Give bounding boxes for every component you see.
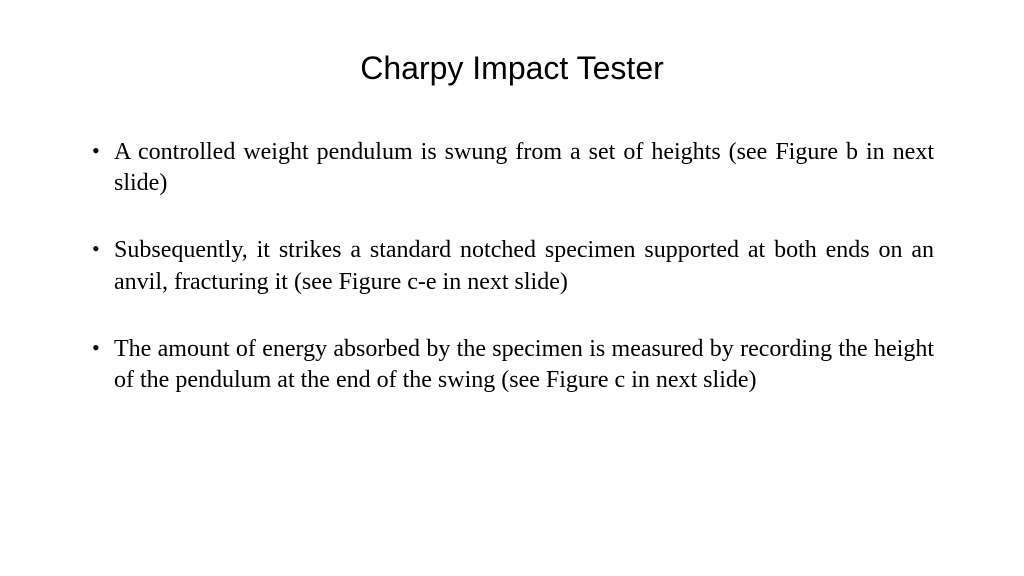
slide-container: Charpy Impact Tester A controlled weight…: [0, 0, 1024, 576]
bullet-list: A controlled weight pendulum is swung fr…: [90, 137, 934, 396]
slide-title: Charpy Impact Tester: [90, 50, 934, 87]
list-item: Subsequently, it strikes a standard notc…: [90, 235, 934, 297]
list-item: A controlled weight pendulum is swung fr…: [90, 137, 934, 199]
list-item: The amount of energy absorbed by the spe…: [90, 334, 934, 396]
